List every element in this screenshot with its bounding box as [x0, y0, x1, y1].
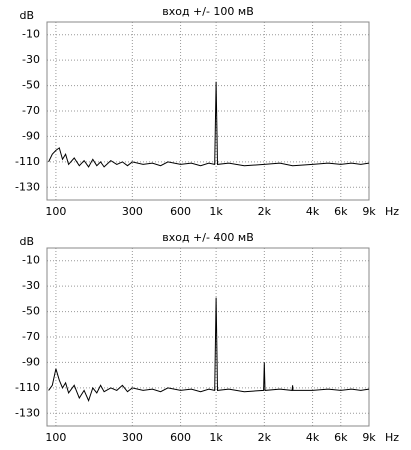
x-tick-label: 300: [122, 431, 143, 444]
y-axis-label: dB: [19, 9, 34, 22]
plot-frame: [46, 247, 370, 427]
y-tick-label: -130: [15, 406, 40, 419]
chart-title: вход +/- 400 мВ: [162, 231, 254, 244]
x-tick-label: 6k: [334, 205, 348, 218]
y-tick-label: -110: [15, 155, 40, 168]
x-tick-label: 600: [170, 205, 191, 218]
x-axis-label: Hz: [385, 205, 399, 218]
y-tick-label: -110: [15, 381, 40, 394]
y-tick-label: -90: [22, 355, 40, 368]
chart-title: вход +/- 100 мВ: [162, 5, 254, 18]
x-tick-label: 9k: [362, 431, 376, 444]
y-axis-label: dB: [19, 235, 34, 248]
x-tick-label: 100: [45, 205, 66, 218]
x-tick-label: 1k: [209, 431, 223, 444]
y-tick-label: -50: [22, 79, 40, 92]
y-tick-label: -50: [22, 305, 40, 318]
x-tick-label: 2k: [258, 205, 272, 218]
y-tick-label: -70: [22, 330, 40, 343]
spectrum-line: [48, 297, 370, 402]
x-tick-label: 100: [45, 431, 66, 444]
spectrum-line: [48, 81, 370, 168]
y-tick-label: -10: [22, 28, 40, 41]
x-tick-label: 300: [122, 205, 143, 218]
y-tick-label: -130: [15, 180, 40, 193]
x-tick-label: 600: [170, 431, 191, 444]
plot-frame: [46, 21, 370, 201]
x-tick-label: 1k: [209, 205, 223, 218]
x-tick-label: 4k: [306, 431, 320, 444]
y-tick-label: -30: [22, 53, 40, 66]
y-tick-label: -10: [22, 254, 40, 267]
y-tick-label: -70: [22, 104, 40, 117]
x-tick-label: 2k: [258, 431, 272, 444]
y-tick-label: -30: [22, 279, 40, 292]
x-tick-label: 6k: [334, 431, 348, 444]
x-axis-label: Hz: [385, 431, 399, 444]
y-tick-label: -90: [22, 129, 40, 142]
x-tick-label: 9k: [362, 205, 376, 218]
x-tick-label: 4k: [306, 205, 320, 218]
